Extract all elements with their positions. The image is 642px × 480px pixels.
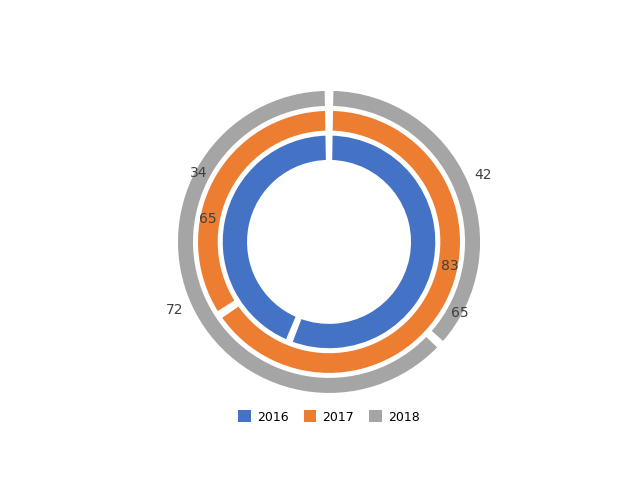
Wedge shape [290,134,437,350]
Wedge shape [331,90,482,344]
Text: 65: 65 [451,305,469,319]
Wedge shape [220,110,462,375]
Wedge shape [177,90,440,395]
Wedge shape [221,134,327,342]
Text: 42: 42 [474,168,492,182]
Text: 83: 83 [442,259,459,273]
Text: 65: 65 [199,212,216,226]
Wedge shape [196,110,327,314]
Legend: 2016, 2017, 2018: 2016, 2017, 2018 [233,406,425,428]
Text: 72: 72 [166,303,184,317]
Text: 34: 34 [189,166,207,180]
